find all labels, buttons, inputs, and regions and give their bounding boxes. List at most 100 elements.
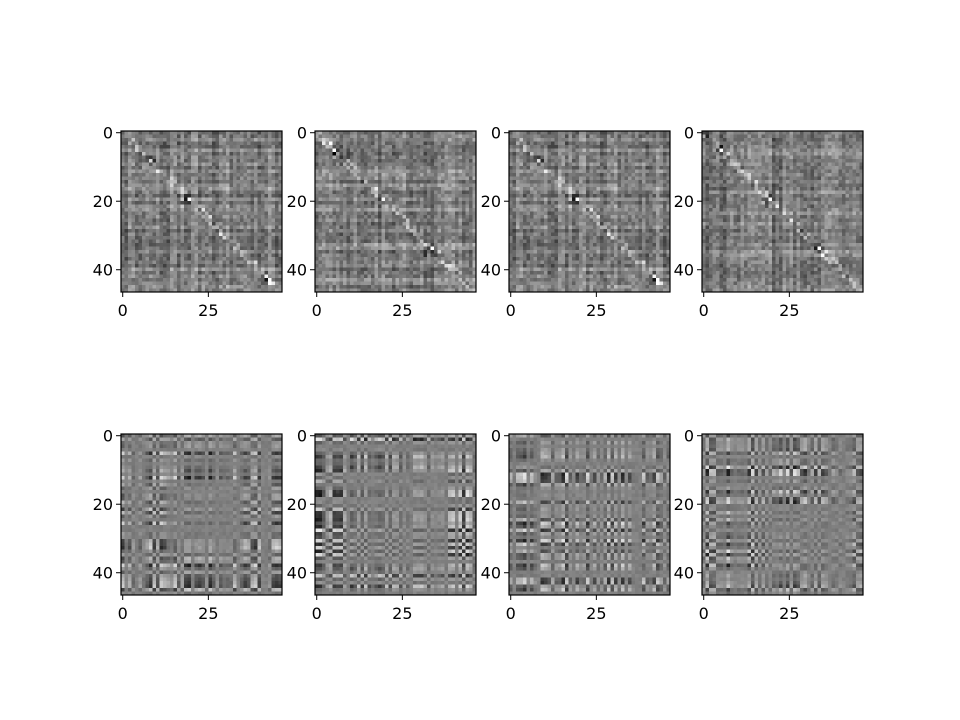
heatmap-cell	[469, 275, 473, 279]
heatmap-cell	[357, 138, 361, 142]
heatmap-cell	[244, 236, 248, 240]
heatmap-cell	[420, 156, 424, 160]
heatmap-cell	[399, 278, 403, 282]
heatmap-cell	[438, 184, 442, 188]
heatmap-cell	[275, 247, 279, 251]
heatmap-cell	[184, 205, 188, 209]
heatmap-cell	[462, 278, 466, 282]
heatmap-cell	[265, 180, 269, 184]
heatmap-cell	[156, 219, 160, 223]
heatmap-cell	[382, 145, 386, 149]
heatmap-cell	[431, 184, 435, 188]
heatmap-cell	[322, 275, 326, 279]
heatmap-cell	[417, 240, 421, 244]
heatmap-cell	[170, 194, 174, 198]
heatmap-cell	[534, 163, 538, 167]
heatmap-cell	[142, 212, 146, 216]
heatmap-cell	[646, 177, 650, 181]
heatmap-cell	[452, 205, 456, 209]
heatmap-cell	[258, 184, 262, 188]
heatmap-cell	[212, 236, 216, 240]
heatmap-cell	[244, 208, 248, 212]
heatmap-cell	[417, 177, 421, 181]
heatmap-cell	[322, 229, 326, 233]
heatmap-cell	[406, 282, 410, 286]
heatmap-cell	[635, 184, 639, 188]
heatmap-cell	[555, 173, 559, 177]
heatmap-cell	[413, 282, 417, 286]
heatmap-cell	[368, 135, 372, 139]
heatmap-cell	[399, 233, 403, 237]
heatmap-cell	[516, 173, 520, 177]
heatmap-cell	[427, 201, 431, 205]
heatmap-cell	[424, 149, 428, 153]
heatmap-cell	[354, 247, 358, 251]
heatmap-cell	[469, 145, 473, 149]
heatmap-cell	[403, 275, 407, 279]
heatmap-cell	[448, 152, 452, 156]
heatmap-cell	[230, 194, 234, 198]
heatmap-cell	[188, 163, 192, 167]
heatmap-cell	[188, 177, 192, 181]
heatmap-cell	[364, 261, 368, 265]
heatmap-cell	[205, 187, 209, 191]
heatmap-cell	[195, 205, 199, 209]
heatmap-cell	[403, 261, 407, 265]
heatmap-cell	[375, 163, 379, 167]
heatmap-cell	[583, 163, 587, 167]
heatmap-cell	[322, 236, 326, 240]
heatmap-cell	[177, 142, 181, 146]
heatmap-cell	[205, 247, 209, 251]
heatmap-cell	[347, 282, 351, 286]
heatmap-cell	[361, 163, 365, 167]
heatmap-cell	[403, 131, 407, 135]
heatmap-cell	[424, 191, 428, 195]
heatmap-cell	[420, 152, 424, 156]
heatmap-cell	[223, 201, 227, 205]
heatmap-cell	[195, 166, 199, 170]
heatmap-cell	[240, 135, 244, 139]
heatmap-cell	[462, 236, 466, 240]
heatmap-cell	[191, 257, 195, 261]
heatmap-cell	[403, 229, 407, 233]
heatmap-cell	[319, 247, 323, 251]
heatmap-cell	[160, 268, 164, 272]
heatmap-cell	[424, 152, 428, 156]
heatmap-cell	[364, 156, 368, 160]
heatmap-cell	[527, 152, 531, 156]
heatmap-cell	[240, 177, 244, 181]
heatmap-cell	[139, 159, 143, 163]
heatmap-cell	[469, 159, 473, 163]
heatmap-cell	[315, 138, 319, 142]
heatmap-cell	[205, 233, 209, 237]
heatmap-cell	[153, 177, 157, 181]
heatmap-cell	[209, 131, 213, 135]
heatmap-cell	[459, 264, 463, 268]
heatmap-cell	[132, 261, 136, 265]
heatmap-cell	[438, 261, 442, 265]
heatmap-cell	[396, 159, 400, 163]
heatmap-cell	[593, 184, 597, 188]
heatmap-cell	[261, 149, 265, 153]
heatmap-cell	[445, 159, 449, 163]
heatmap-cell	[223, 243, 227, 247]
heatmap-cell	[378, 247, 382, 251]
heatmap-cell	[347, 142, 351, 146]
heatmap-cell	[121, 131, 125, 135]
heatmap-cell	[261, 278, 265, 282]
heatmap-cell	[336, 177, 340, 181]
heatmap-cell	[656, 145, 660, 149]
heatmap-cell	[233, 149, 237, 153]
heatmap-cell	[466, 222, 470, 226]
heatmap-cell	[146, 275, 150, 279]
heatmap-cell	[579, 180, 583, 184]
heatmap-cell	[191, 247, 195, 251]
heatmap-cell	[142, 264, 146, 268]
heatmap-cell	[272, 254, 276, 258]
heatmap-cell	[427, 135, 431, 139]
heatmap-cell	[459, 205, 463, 209]
heatmap-cell	[202, 156, 206, 160]
heatmap-cell	[223, 135, 227, 139]
heatmap-cell	[322, 138, 326, 142]
y-tick-label: 0	[297, 124, 307, 143]
